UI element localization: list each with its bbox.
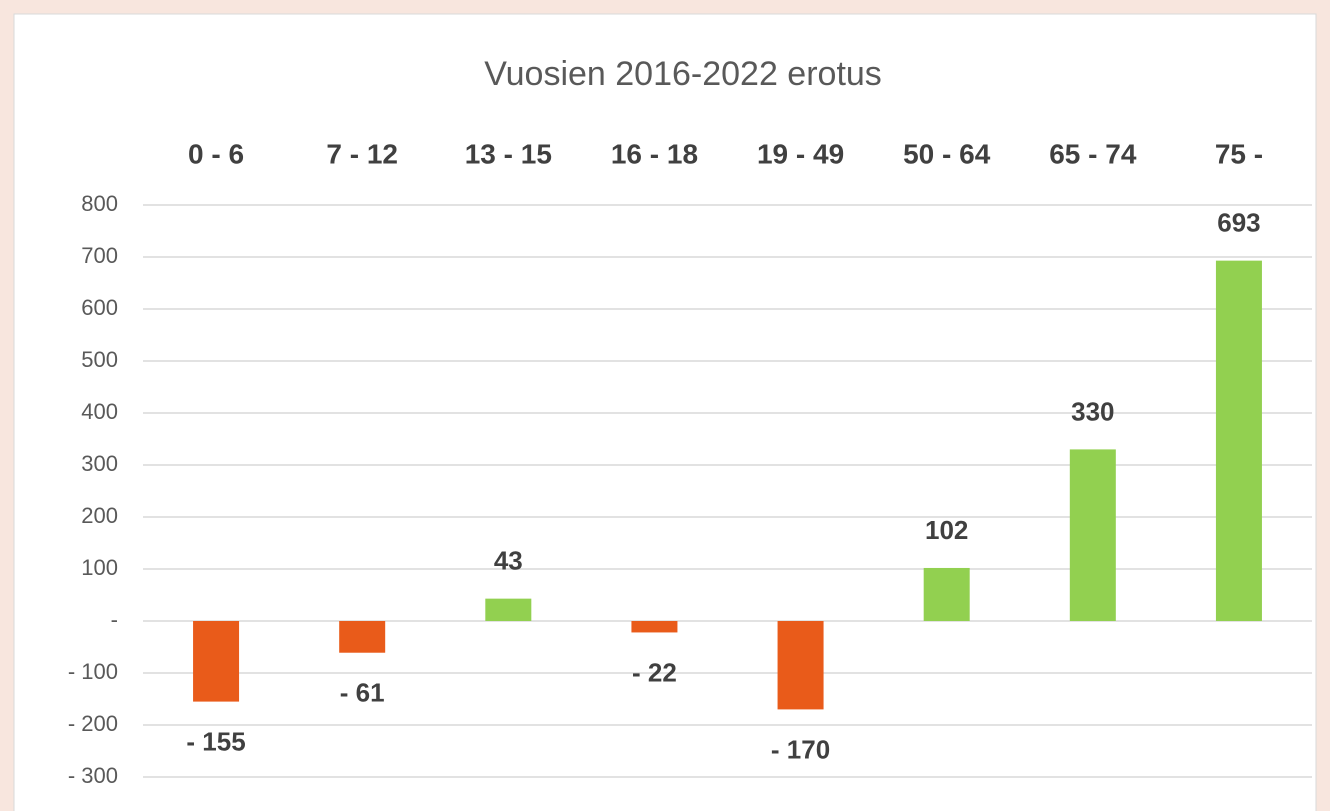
chart-title: Vuosien 2016-2022 erotus [484, 55, 882, 93]
value-label: - 61 [340, 678, 385, 708]
x-tick-label: 50 - 64 [903, 138, 991, 169]
value-label: - 155 [186, 726, 245, 756]
y-tick-label: 200 [81, 503, 118, 528]
bar [777, 621, 824, 710]
y-tick-label: - [111, 607, 118, 632]
y-tick-label: - 200 [68, 711, 118, 736]
bar [1069, 449, 1116, 621]
y-tick-label: 300 [81, 451, 118, 476]
y-tick-label: 100 [81, 555, 118, 580]
y-tick-label: 600 [81, 295, 118, 320]
value-label: 102 [925, 515, 968, 545]
x-tick-label: 75 - [1215, 138, 1263, 169]
value-label: 43 [494, 546, 523, 576]
x-tick-label: 13 - 15 [465, 138, 552, 169]
bar [193, 621, 240, 702]
y-tick-label: 400 [81, 399, 118, 424]
y-tick-label: 700 [81, 243, 118, 268]
value-label: - 170 [771, 734, 830, 764]
x-tick-label: 16 - 18 [611, 138, 698, 169]
bar [485, 598, 532, 621]
x-tick-label: 7 - 12 [326, 138, 398, 169]
x-tick-label: 19 - 49 [757, 138, 844, 169]
value-label: - 22 [632, 657, 677, 687]
value-label: 330 [1071, 396, 1114, 426]
x-tick-label: 0 - 6 [188, 138, 244, 169]
x-tick-label: 65 - 74 [1049, 138, 1137, 169]
y-tick-label: - 300 [68, 763, 118, 788]
y-tick-label: - 100 [68, 659, 118, 684]
y-tick-label: 800 [81, 191, 118, 216]
value-label: 693 [1217, 208, 1260, 238]
y-tick-label: 500 [81, 347, 118, 372]
bar [923, 567, 970, 621]
bar [339, 621, 386, 653]
bar [631, 621, 678, 633]
bar [1215, 260, 1262, 621]
